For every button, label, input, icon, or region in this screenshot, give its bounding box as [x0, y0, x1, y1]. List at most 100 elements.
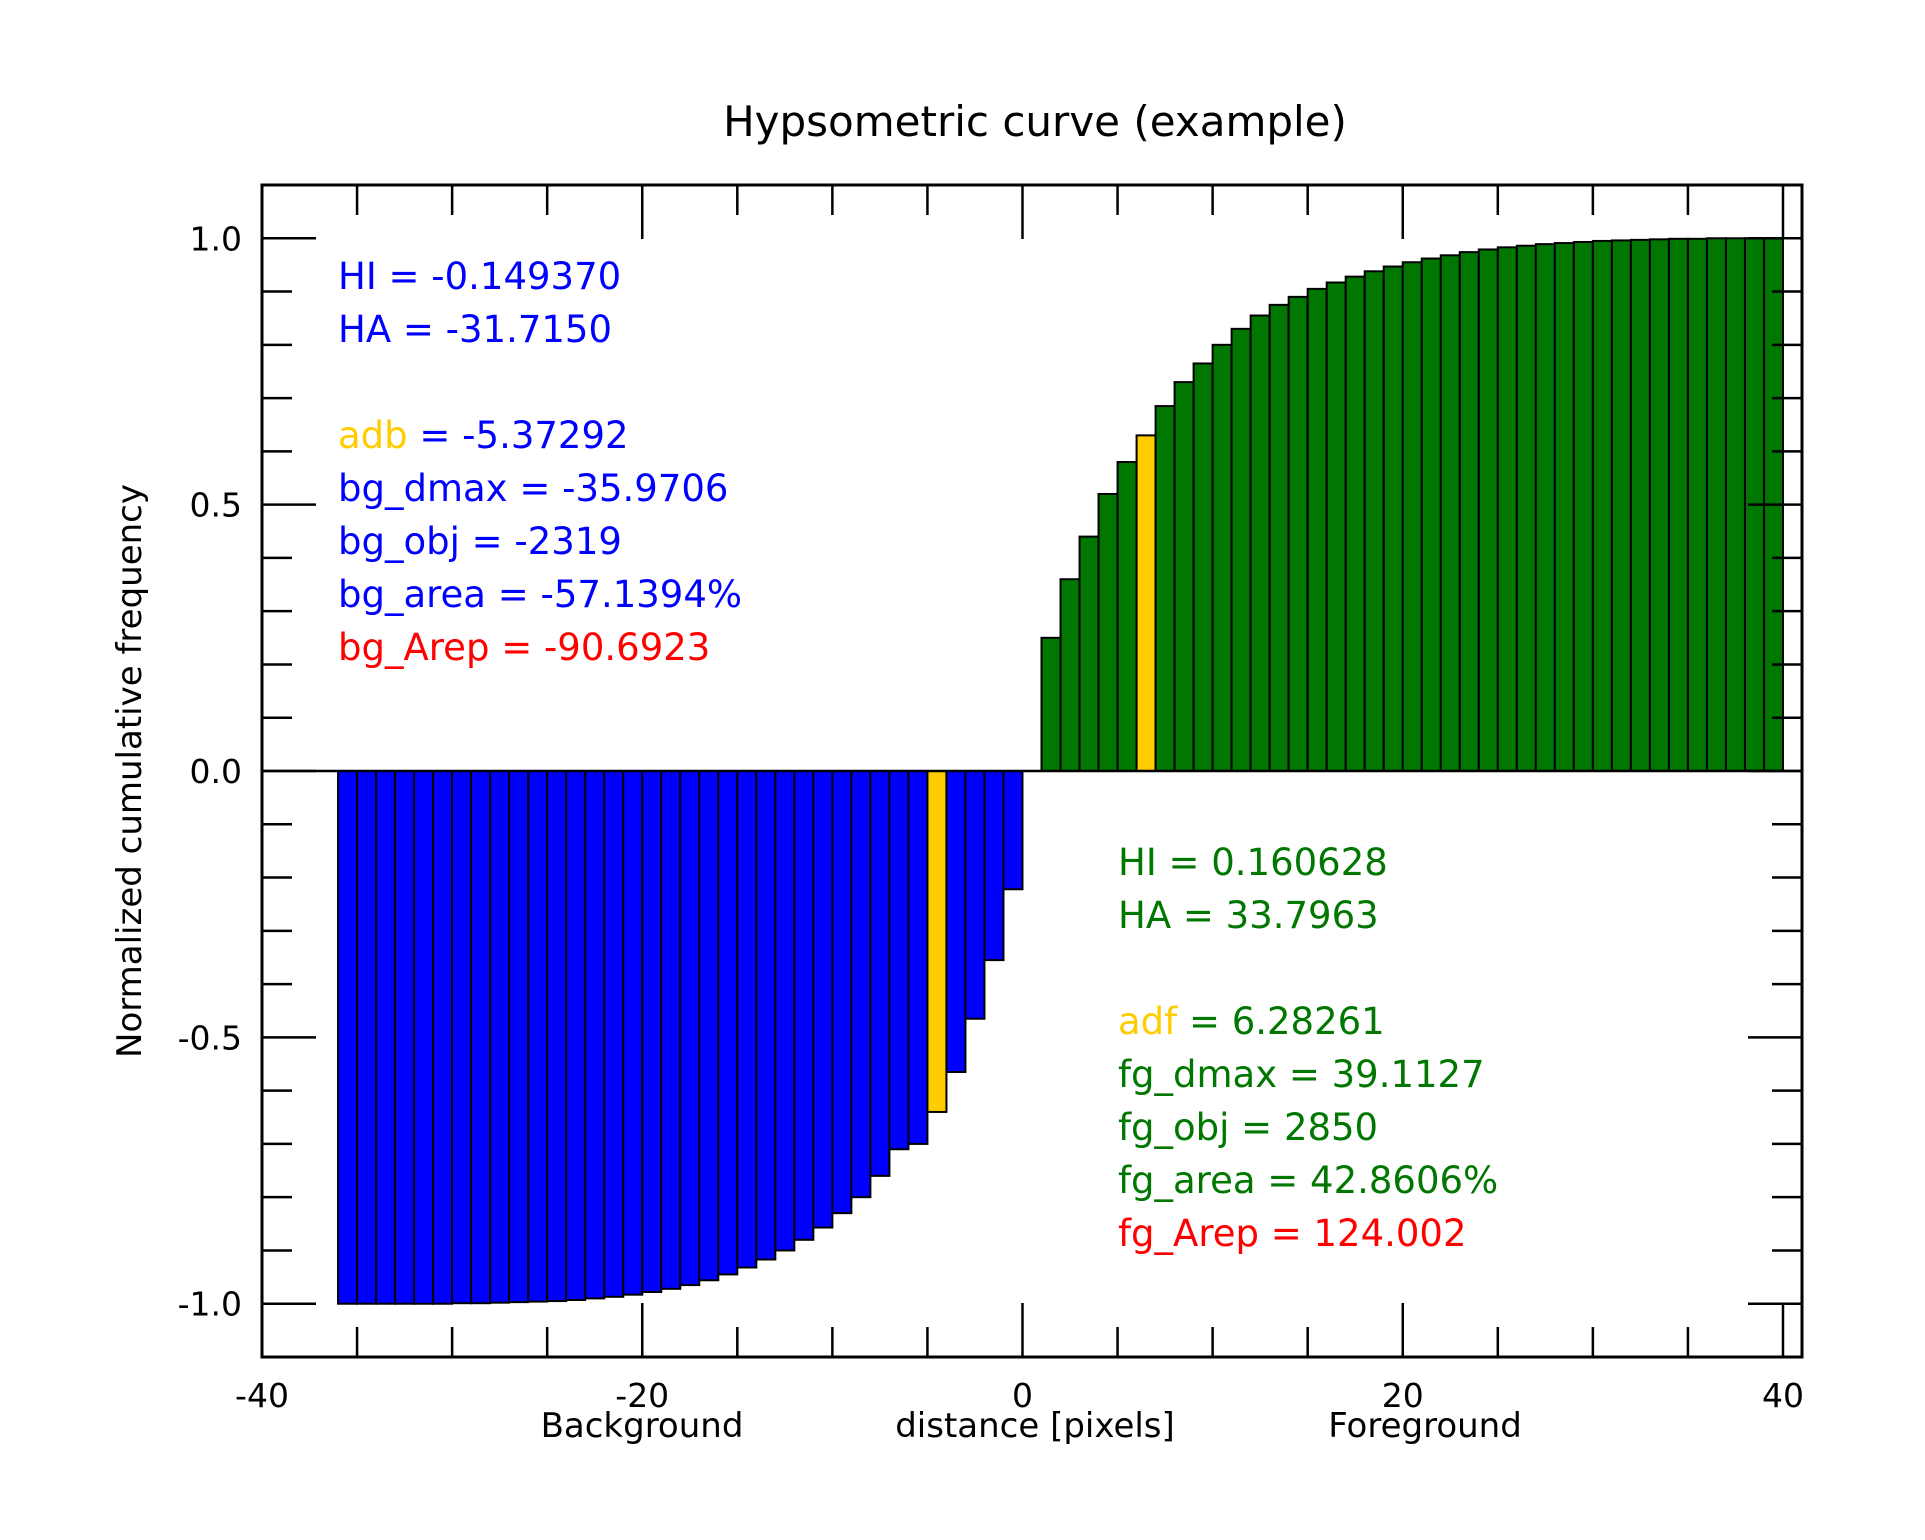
background-bar — [983, 770, 1005, 962]
background-bar — [869, 770, 891, 1177]
background-bar — [413, 770, 435, 1305]
y-tick-label: 0.5 — [190, 486, 242, 525]
foreground-bar-highlight — [1135, 434, 1157, 772]
background-bar — [888, 770, 910, 1151]
y-tick-label: 0.0 — [190, 752, 242, 791]
foreground-bar — [1667, 237, 1689, 772]
annotation-key: adf — [1118, 1000, 1178, 1043]
background-bar — [812, 770, 834, 1229]
foreground-bar — [1154, 405, 1176, 772]
y-tick-label: -1.0 — [178, 1285, 242, 1324]
annotation-value: = 6.28261 — [1177, 1000, 1385, 1043]
foreground-annotation: fg_dmax = 39.1127 — [1118, 1053, 1485, 1096]
x-side-label-foreground: Foreground — [1328, 1406, 1522, 1446]
background-bar — [698, 770, 720, 1282]
foreground-bar — [1249, 314, 1271, 772]
x-tick-label: -40 — [235, 1376, 289, 1415]
annotation-value: = -5.37292 — [408, 414, 629, 457]
background-annotation: bg_area = -57.1394% — [338, 573, 742, 616]
background-bar — [755, 770, 777, 1261]
y-axis-label: Normalized cumulative frequency — [110, 484, 150, 1058]
background-bar — [660, 770, 682, 1290]
background-bar — [907, 770, 929, 1145]
ticks-layer — [260, 185, 1802, 1357]
foreground-bar — [1116, 461, 1138, 772]
background-bar — [1002, 770, 1024, 891]
foreground-annotation: fg_Arep = 124.002 — [1118, 1212, 1467, 1255]
background-bar — [451, 770, 473, 1305]
annotations-layer: HI = -0.149370 HA = -31.7150 adb = -5.3729… — [338, 255, 1498, 1255]
y-tick-label: 1.0 — [190, 219, 242, 258]
bars-layer — [262, 237, 1802, 1305]
foreground-bar — [1553, 242, 1575, 773]
foreground-bar — [1648, 238, 1670, 772]
background-bar — [736, 770, 758, 1269]
background-annotation: HA = -31.7150 — [338, 308, 612, 351]
foreground-bar — [1059, 578, 1081, 773]
foreground-annotation: fg_area = 42.8606% — [1118, 1159, 1498, 1202]
foreground-bar — [1344, 275, 1366, 772]
x-tick-label: 40 — [1762, 1376, 1804, 1415]
background-bar — [470, 770, 492, 1305]
foreground-bar — [1192, 362, 1214, 772]
foreground-bar — [1477, 248, 1499, 772]
background-bar — [945, 770, 967, 1073]
tick-labels-layer: -40 -20 0 20 40 -1.0 -0.5 0.0 0.5 1.0 — [178, 219, 1804, 1415]
background-bar — [394, 770, 416, 1305]
background-bar — [489, 770, 511, 1304]
chart-title: Hypsometric curve (example) — [723, 97, 1347, 146]
background-bar — [717, 770, 739, 1276]
background-bar — [622, 770, 644, 1296]
background-annotation: bg_Arep = -90.6923 — [338, 626, 710, 669]
background-bar — [546, 770, 568, 1303]
foreground-bar — [1610, 239, 1632, 773]
background-annotation: bg_dmax = -35.9706 — [338, 467, 728, 510]
y-tick-label: -0.5 — [178, 1018, 242, 1057]
background-bar — [565, 770, 587, 1301]
background-bar — [774, 770, 796, 1252]
foreground-bar — [1572, 241, 1594, 772]
background-bar — [508, 770, 530, 1304]
foreground-bar — [1382, 265, 1404, 772]
foreground-bar — [1306, 287, 1328, 772]
foreground-bar — [1420, 257, 1442, 772]
foreground-bar — [1363, 270, 1385, 772]
background-bar — [641, 770, 663, 1294]
foreground-bar — [1458, 251, 1480, 772]
background-bar — [356, 770, 378, 1305]
foreground-bar — [1078, 535, 1100, 772]
background-annotation: bg_obj = -2319 — [338, 520, 622, 563]
foreground-bar — [1534, 243, 1556, 772]
background-bar — [337, 770, 359, 1305]
foreground-bar — [1439, 254, 1461, 772]
foreground-bar — [1040, 636, 1062, 772]
background-bar-highlight — [926, 770, 948, 1113]
foreground-bar — [1629, 238, 1651, 772]
background-annotation: HI = -0.149370 — [338, 255, 621, 298]
foreground-bar — [1686, 237, 1708, 772]
foreground-bar — [1097, 492, 1119, 772]
x-tick-label: 20 — [1382, 1376, 1424, 1415]
background-bar — [831, 770, 853, 1215]
foreground-annotation: fg_obj = 2850 — [1118, 1106, 1378, 1149]
background-bar — [850, 770, 872, 1199]
foreground-bar — [1230, 327, 1252, 772]
foreground-bar — [1496, 246, 1518, 772]
x-side-label-background: Background — [541, 1406, 744, 1446]
foreground-bar — [1287, 295, 1309, 772]
background-bar — [375, 770, 397, 1305]
annotation-key: adb — [338, 414, 408, 457]
foreground-bar — [1401, 261, 1423, 772]
foreground-bar — [1173, 381, 1195, 772]
background-bar — [432, 770, 454, 1305]
background-bar — [527, 770, 549, 1303]
background-annotation: adb = -5.37292 — [338, 414, 629, 457]
foreground-annotation: adf = 6.28261 — [1118, 1000, 1385, 1043]
foreground-bar — [1211, 343, 1233, 772]
background-bar — [964, 770, 986, 1020]
foreground-bar — [1724, 237, 1746, 773]
foreground-bar — [1515, 244, 1537, 773]
background-bar — [679, 770, 701, 1287]
x-tick-label: -20 — [615, 1376, 669, 1415]
